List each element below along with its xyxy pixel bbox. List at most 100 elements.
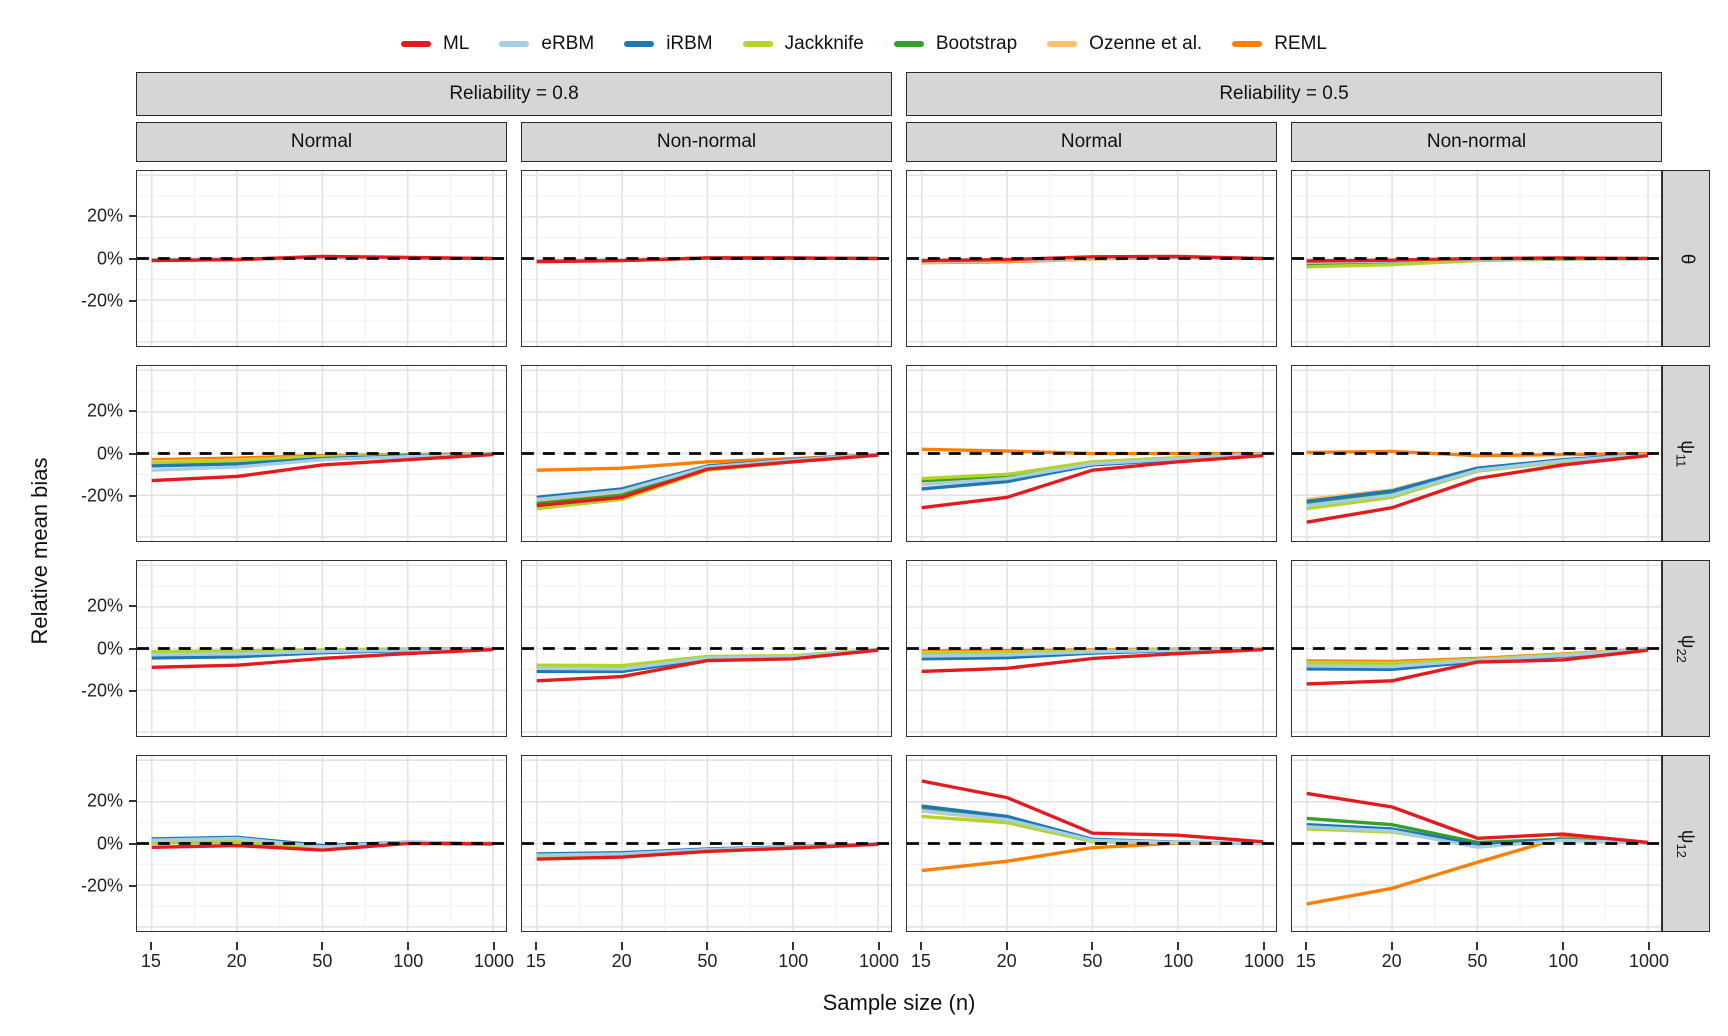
y-tick-mark: [129, 257, 136, 260]
x-tick-label: 50: [1082, 951, 1103, 971]
x-tick-label: 100: [778, 951, 809, 971]
y-tick-label: 20%: [86, 595, 123, 616]
facet-strip-row-label: θ: [1675, 253, 1697, 264]
y-tick-label: 20%: [86, 400, 123, 421]
legend-label: ML: [442, 33, 470, 54]
plot-panel-psi22-3: [906, 560, 1277, 737]
y-axis-ticks-row-3: 20% 0% -20%: [62, 560, 136, 737]
x-tick-mark: [1263, 942, 1265, 950]
x-tick-mark: [706, 942, 709, 950]
x-tick-label: 100: [393, 951, 424, 971]
y-tick-label: -20%: [80, 290, 123, 311]
series-line-ml: [921, 779, 1264, 844]
x-tick-mark: [1562, 942, 1565, 950]
legend-label: Jackknife: [784, 33, 864, 54]
legend-label: Ozenne et al.: [1089, 33, 1203, 54]
legend-label: REML: [1274, 33, 1327, 54]
facet-strip-row-theta: θ: [1662, 170, 1710, 347]
y-tick-label: -20%: [80, 680, 123, 701]
y-tick-mark: [129, 410, 136, 413]
plot-panel-theta-1: [136, 170, 507, 347]
plot-panel-psi11-1: [136, 365, 507, 542]
series-line-ml: [921, 453, 1264, 510]
x-tick-label: 1000: [858, 951, 900, 971]
y-tick-mark: [129, 299, 136, 302]
x-tick-mark: [1648, 942, 1650, 950]
legend-swatch-icon: [1047, 41, 1078, 47]
legend-label: Bootstrap: [935, 33, 1018, 54]
x-tick-label: 15: [910, 951, 931, 971]
x-axis-ticks-col-4: 15 20 50 100 1000: [1291, 942, 1669, 972]
x-tick-mark: [878, 942, 880, 950]
facet-strip-non-normal: Non-normal: [1291, 122, 1662, 162]
plot-panel-theta-4: [1291, 170, 1662, 347]
facet-strip-row-label: ψ12: [1674, 829, 1698, 858]
y-tick-label: 0%: [96, 833, 123, 853]
legend-item-ml: ML: [400, 33, 470, 55]
y-tick-mark: [129, 452, 136, 455]
series-line-ml: [536, 842, 879, 861]
y-tick-label: 0%: [96, 248, 123, 268]
plot-panel-psi12-1: [136, 755, 507, 932]
facet-strip-reliability-0-5: Reliability = 0.5: [906, 72, 1662, 116]
legend-item-reml: REML: [1232, 33, 1327, 55]
x-axis-title: Sample size (n): [822, 990, 976, 1015]
y-axis-title: Relative mean bias: [27, 457, 52, 645]
x-tick-mark: [321, 942, 324, 950]
legend-swatch-icon: [1232, 41, 1263, 47]
plot-panel-psi11-4: [1291, 365, 1662, 542]
y-axis-ticks-row-4: 20% 0% -20%: [62, 755, 136, 932]
x-tick-mark: [1390, 942, 1393, 950]
y-axis-ticks-row-1: 20% 0% -20%: [62, 170, 136, 347]
legend-swatch-icon: [400, 41, 431, 47]
x-tick-mark: [1177, 942, 1180, 950]
facet-strip-row-label: ψ11: [1674, 439, 1698, 468]
legend-swatch-icon: [893, 41, 924, 47]
x-tick-mark: [1091, 942, 1094, 950]
facet-strip-row-label: ψ22: [1674, 634, 1698, 663]
x-tick-mark: [792, 942, 795, 950]
x-tick-label: 15: [525, 951, 546, 971]
series-line-ml: [536, 648, 879, 683]
y-tick-label: 20%: [86, 790, 123, 811]
x-tick-label: 15: [1295, 951, 1316, 971]
x-axis-ticks-col-3: 15 20 50 100 1000: [906, 942, 1284, 972]
x-tick-mark: [149, 942, 152, 950]
plot-panel-theta-3: [906, 170, 1277, 347]
y-tick-label: -20%: [80, 875, 123, 896]
x-tick-mark: [407, 942, 410, 950]
x-tick-label: 20: [996, 951, 1017, 971]
series-line-ml: [1306, 791, 1649, 845]
facet-strip-row-psi12: ψ12: [1662, 755, 1710, 932]
series-line-erbm: [1306, 452, 1649, 508]
series-line-ml: [536, 453, 879, 508]
plot-panel-psi12-3: [906, 755, 1277, 932]
x-tick-mark: [1005, 942, 1008, 950]
legend-label: eRBM: [541, 33, 595, 54]
x-tick-mark: [235, 942, 238, 950]
plot-panel-psi12-4: [1291, 755, 1662, 932]
series-line-erbm: [151, 452, 494, 472]
legend-item-erbm: eRBM: [499, 33, 594, 55]
facet-strip-normal: Normal: [906, 122, 1277, 162]
x-tick-label: 50: [312, 951, 333, 971]
x-tick-label: 1000: [1628, 951, 1670, 971]
y-axis-title-cell: Relative mean bias: [18, 170, 62, 932]
x-axis-title-cell: Sample size (n): [136, 972, 1662, 1018]
legend-label: iRBM: [666, 33, 713, 54]
legend-item-ozenne-et-al-: Ozenne et al.: [1047, 33, 1202, 55]
plot-panel-psi11-2: [521, 365, 892, 542]
series-line-ml: [921, 647, 1264, 674]
legend: ML eRBM iRBM Jackknife Bootstrap Ozenne et al…: [0, 0, 1728, 64]
y-tick-label: -20%: [80, 485, 123, 506]
y-tick-mark: [129, 800, 136, 803]
y-tick-mark: [129, 842, 136, 845]
facet-strip-normal: Normal: [136, 122, 507, 162]
x-tick-mark: [493, 942, 495, 950]
x-tick-label: 15: [140, 951, 161, 971]
legend-swatch-icon: [499, 41, 530, 47]
series-line-erbm: [1306, 647, 1649, 669]
series-line-ml: [151, 452, 494, 483]
x-tick-label: 50: [1467, 951, 1488, 971]
